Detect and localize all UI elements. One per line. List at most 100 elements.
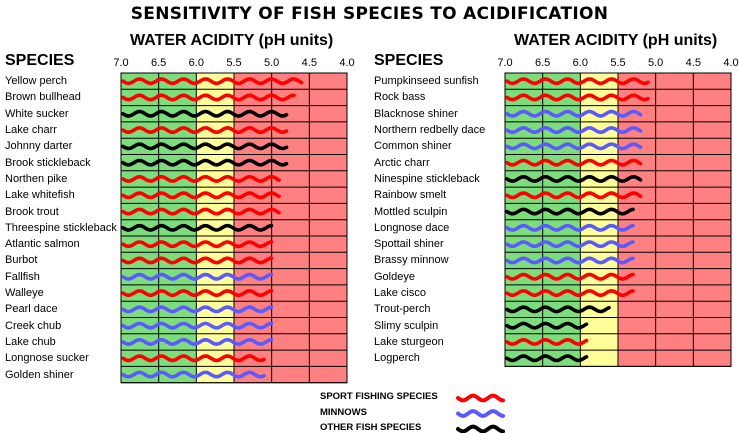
species-label: Northen pike xyxy=(5,172,68,185)
species-bar-other xyxy=(121,109,289,118)
species-bar-minnow xyxy=(505,223,635,232)
tick-label: 5.0 xyxy=(648,57,664,69)
species-label: Rainbow smelt xyxy=(374,189,447,202)
species-label: Yellow perch xyxy=(5,75,67,88)
species-label: Golden shiner xyxy=(5,368,74,381)
species-bar-sport xyxy=(121,207,281,216)
tick-label: 7.0 xyxy=(113,57,129,69)
species-label: Mottled sculpin xyxy=(374,205,448,218)
legend-swatch-minnow xyxy=(456,409,505,418)
species-bar-sport xyxy=(505,158,643,167)
species-label: Rock bass xyxy=(374,91,426,104)
legend-label-sport: SPORT FISHING SPECIES xyxy=(320,391,438,402)
species-bar-minnow xyxy=(505,256,635,265)
axis-title-right: WATER ACIDITY (pH units) xyxy=(514,32,718,49)
species-label: Arctic charr xyxy=(374,156,430,169)
legend-label-other: OTHER FISH SPECIES xyxy=(320,422,422,433)
species-label: Ninespine stickleback xyxy=(374,172,480,185)
species-label: White sucker xyxy=(5,107,69,120)
species-label: Lake whitefish xyxy=(5,189,75,202)
species-label: Walleye xyxy=(5,287,44,300)
species-label: Slimy sculpin xyxy=(374,319,439,332)
species-bar-minnow xyxy=(121,305,274,314)
species-bar-sport xyxy=(121,77,304,86)
species-label: Blacknose shiner xyxy=(374,107,458,120)
species-label: Johnny darter xyxy=(5,140,73,153)
tick-label: 6.0 xyxy=(188,57,204,69)
species-label: Northern redbelly dace xyxy=(374,124,486,137)
species-header-right: SPECIES xyxy=(374,52,444,69)
species-bar-other xyxy=(121,223,274,232)
tick-label: 5.0 xyxy=(264,57,280,69)
species-label: Logperch xyxy=(374,352,420,365)
species-bar-minnow xyxy=(505,109,643,118)
species-bar-sport xyxy=(505,77,650,86)
tick-label: 6.5 xyxy=(151,57,167,69)
species-label: Threespine stickleback xyxy=(5,221,117,234)
species-bar-minnow xyxy=(121,272,274,281)
species-bar-sport xyxy=(505,191,643,200)
species-label: Brook trout xyxy=(5,205,59,218)
tick-label: 4.0 xyxy=(339,57,355,69)
species-bar-sport xyxy=(121,126,289,135)
tick-label: 5.5 xyxy=(610,57,626,69)
species-bar-sport xyxy=(121,174,281,183)
species-label: Lake chub xyxy=(5,335,56,348)
chart-title: SENSITIVITY OF FISH SPECIES TO ACIDIFICA… xyxy=(130,4,609,24)
species-label: Spottail shiner xyxy=(374,238,444,251)
species-bar-other xyxy=(505,321,589,330)
species-bar-minnow xyxy=(121,370,266,379)
species-bar-other xyxy=(121,158,289,167)
species-bar-sport xyxy=(121,256,274,265)
species-bar-sport xyxy=(505,337,589,346)
tick-label: 4.5 xyxy=(301,57,317,69)
tick-label: 4.0 xyxy=(723,57,739,69)
species-bar-other xyxy=(505,174,643,183)
species-label: Fallfish xyxy=(5,270,40,283)
species-bar-other xyxy=(121,142,289,151)
species-bar-minnow xyxy=(505,126,643,135)
tick-label: 4.5 xyxy=(685,57,701,69)
species-bar-other xyxy=(505,207,635,216)
species-label: Longnose sucker xyxy=(5,352,89,365)
species-label: Goldeye xyxy=(374,270,415,283)
species-bar-other xyxy=(505,354,589,363)
species-label: Trout-perch xyxy=(374,303,431,316)
tick-label: 7.0 xyxy=(497,57,513,69)
species-label: Burbot xyxy=(5,254,38,267)
axis-title-left: WATER ACIDITY (pH units) xyxy=(130,32,334,49)
species-bar-sport xyxy=(505,93,650,102)
species-label: Common shiner xyxy=(374,140,452,153)
species-bar-sport xyxy=(505,289,635,298)
species-header-left: SPECIES xyxy=(5,52,75,69)
species-label: Creek chub xyxy=(5,319,62,332)
species-label: Brown bullhead xyxy=(5,91,81,104)
legend-label-minnow: MINNOWS xyxy=(320,406,367,418)
species-bar-minnow xyxy=(121,321,274,330)
legend-swatch-other xyxy=(456,424,505,433)
species-bar-other xyxy=(505,305,611,314)
species-bar-minnow xyxy=(505,240,635,249)
species-bar-sport xyxy=(121,354,266,363)
tick-label: 6.0 xyxy=(572,57,588,69)
species-label: Pearl dace xyxy=(5,303,58,316)
species-bar-sport xyxy=(121,240,274,249)
species-bar-sport xyxy=(505,272,635,281)
species-bar-sport xyxy=(121,93,296,102)
zone-red-p0 xyxy=(234,73,347,383)
species-bar-sport xyxy=(121,191,281,200)
species-bar-minnow xyxy=(505,142,643,151)
tick-label: 5.5 xyxy=(226,57,242,69)
species-label: Longnose dace xyxy=(374,221,450,234)
species-label: Atlantic salmon xyxy=(5,238,80,251)
tick-label: 6.5 xyxy=(535,57,551,69)
species-bar-sport xyxy=(121,289,274,298)
species-label: Brook stickleback xyxy=(5,156,91,169)
species-label: Lake sturgeon xyxy=(374,335,444,348)
species-label: Pumpkinseed sunfish xyxy=(374,75,479,88)
legend-swatch-sport xyxy=(456,393,505,403)
species-label: Lake charr xyxy=(5,124,57,137)
plot-border xyxy=(120,72,348,384)
species-label: Lake cisco xyxy=(374,287,426,300)
